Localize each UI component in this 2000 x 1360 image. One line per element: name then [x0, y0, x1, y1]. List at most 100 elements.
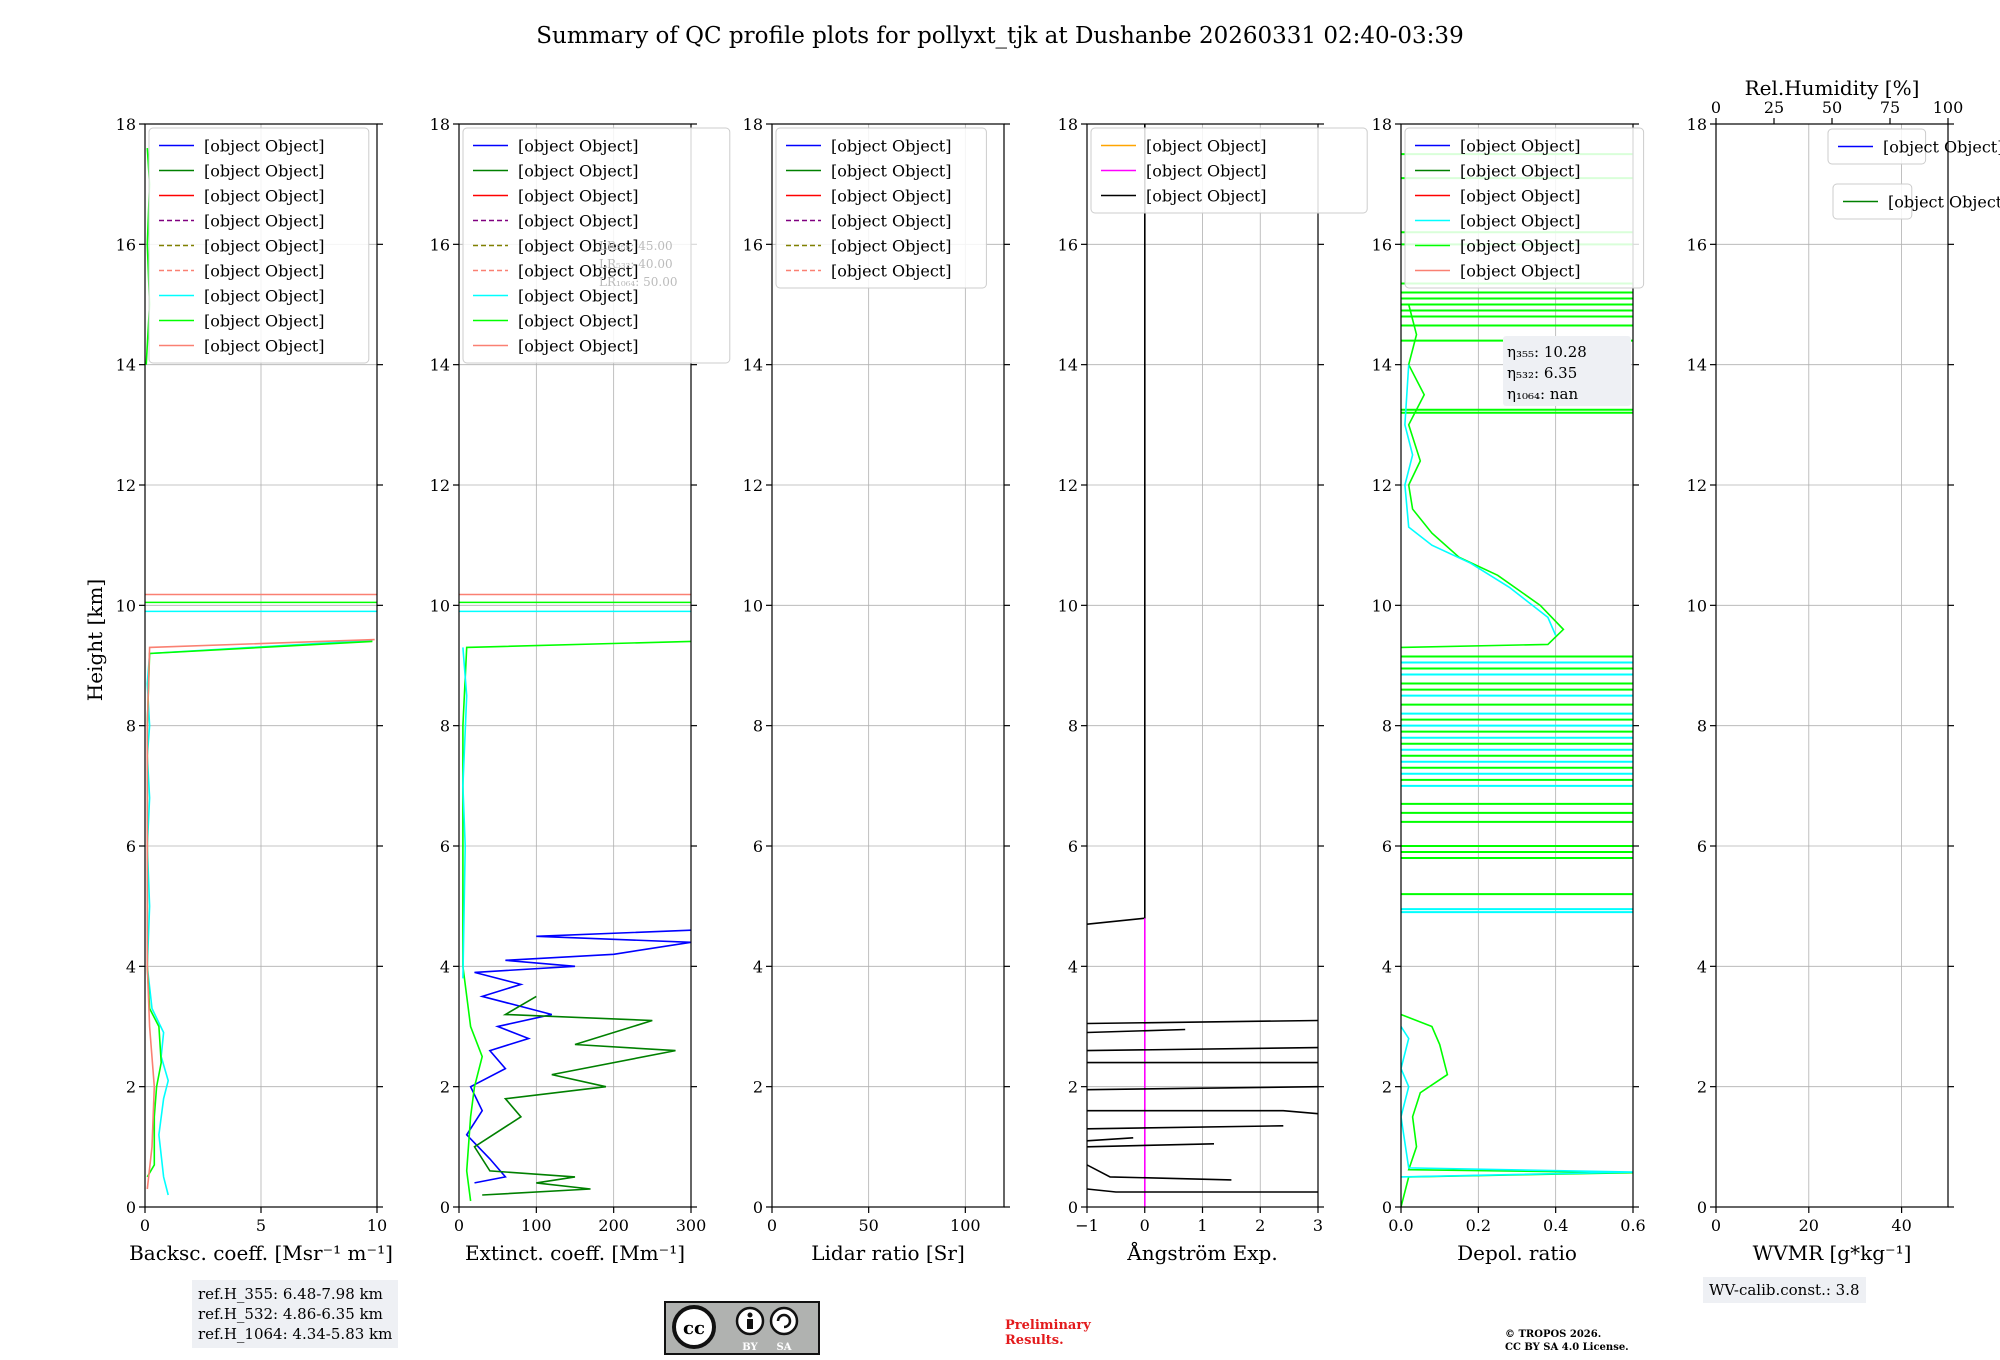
legend-entry: [object Object]: [1460, 237, 1580, 256]
legend-box: [1404, 127, 1645, 289]
legend-box: [1090, 127, 1368, 214]
x-tick-label: 200: [598, 1216, 629, 1235]
legend-entry: [object Object]: [1460, 212, 1580, 231]
series-parDepol_klett_532: [1401, 1013, 1633, 1207]
x-axis-label: Extinct. coeff. [Mm⁻¹]: [465, 1241, 685, 1265]
x-tick-label: 0.4: [1543, 1216, 1568, 1235]
wv-calibration-constant: WV-calib.const.: 3.8: [1703, 1277, 1866, 1303]
reference-heights-box: ref.H_355: 6.48-7.98 km ref.H_532: 4.86-…: [192, 1280, 399, 1348]
legend-entry: [object Object]: [204, 312, 324, 331]
series-AE_parExt_355_532_Raman: [1087, 1019, 1318, 1025]
y-tick-label: 18: [430, 115, 450, 134]
y-tick-label: 14: [1372, 356, 1392, 375]
y-tick-label: 0: [126, 1198, 136, 1217]
panel-lidar_ratio: 0 2 4 6 8 10 12 14 16 18 0 50 100 Lidar ratio [Sr] [ob…: [743, 115, 1010, 1265]
eta-label: η₁₀₆₄: nan: [1507, 385, 1578, 403]
data-layer: [1087, 124, 1318, 1207]
series-AE_parExt_355_532_Raman: [1087, 1085, 1318, 1091]
preliminary-line-1: Preliminary: [1005, 1318, 1091, 1333]
top-x-tick-label: 25: [1764, 98, 1784, 117]
cc-license-badge: cc BY SA: [664, 1301, 820, 1355]
legend-entry: [object Object]: [204, 187, 324, 206]
y-tick-label: 16: [1372, 235, 1392, 254]
legend-entry: [object Object]: [518, 287, 638, 306]
y-tick-label: 10: [1687, 596, 1707, 615]
y-tick-label: 18: [1687, 115, 1707, 134]
x-axis-label: WVMR [g*kg⁻¹]: [1753, 1241, 1912, 1265]
legend-entry: [object Object]: [831, 187, 951, 206]
y-tick-label: 18: [116, 115, 136, 134]
x-axis-label: Backsc. coeff. [Msr⁻¹ m⁻¹]: [129, 1241, 393, 1265]
axes-frame: [771, 123, 1005, 1208]
y-tick-label: 18: [1372, 115, 1392, 134]
y-tick-label: 12: [1687, 476, 1707, 495]
y-tick-label: 4: [126, 957, 136, 976]
x-tick-label: 100: [950, 1216, 981, 1235]
y-tick-label: 6: [753, 837, 763, 856]
y-tick-label: 8: [126, 717, 136, 736]
axes-frame: [458, 123, 692, 1208]
y-tick-label: 8: [440, 717, 450, 736]
y-tick-label: 12: [1372, 476, 1392, 495]
copyright-line-2: CC BY SA 4.0 License.: [1505, 1342, 1629, 1353]
y-tick-label: 16: [743, 235, 763, 254]
y-tick-label: 4: [753, 957, 763, 976]
y-tick-label: 0: [1697, 1198, 1707, 1217]
legend-entry: [object Object]: [1146, 162, 1266, 181]
panel-backscatter: 0 2 4 6 8 10 12 14 16 18 0 5 10 Backsc. coeff. [Msr⁻¹…: [116, 115, 393, 1265]
data-layer: [459, 593, 691, 1202]
legend-entry: [object Object]: [1460, 162, 1580, 181]
series-AE_parExt_355_532_Raman: [1087, 1125, 1284, 1130]
legend-entry: [object Object]: [1883, 138, 2000, 157]
y-tick-label: 16: [116, 235, 136, 254]
y-tick-label: 6: [1382, 837, 1392, 856]
x-tick-label: 40: [1891, 1216, 1911, 1235]
y-tick-label: 6: [440, 837, 450, 856]
x-tick-label: 0: [140, 1216, 150, 1235]
legend-entry: [object Object]: [204, 237, 324, 256]
y-tick-label: 0: [1068, 1198, 1078, 1217]
x-axis-label: Lidar ratio [Sr]: [811, 1241, 965, 1265]
y-tick-label: 8: [1697, 717, 1707, 736]
y-tick-label: 12: [1058, 476, 1078, 495]
x-tick-label: 0: [1140, 1216, 1150, 1235]
y-tick-label: 16: [1058, 235, 1078, 254]
legend-entry: [object Object]: [204, 262, 324, 281]
axes-frame: [144, 123, 378, 1208]
y-tick-label: 10: [1058, 596, 1078, 615]
x-tick-label: 50: [858, 1216, 878, 1235]
legend-entry: [object Object]: [831, 237, 951, 256]
legend-entry: [object Object]: [204, 287, 324, 306]
legend-entry: [object Object]: [518, 162, 638, 181]
series-parDepol_klett_355: [1404, 364, 1557, 636]
y-tick-label: 2: [753, 1078, 763, 1097]
legend-entry: [object Object]: [1888, 193, 2000, 212]
y-tick-label: 14: [1058, 356, 1078, 375]
series-aerBsc_klett_355: [146, 639, 373, 1196]
copyright-note: © TROPOS 2026. CC BY SA 4.0 License.: [1505, 1328, 1629, 1354]
y-tick-label: 4: [1068, 957, 1078, 976]
x-axis-label: Depol. ratio: [1457, 1241, 1577, 1265]
series-AE_parExt_355_532_Raman: [1087, 1028, 1186, 1034]
lr-label: LR₅₃₂: 40.00: [599, 257, 673, 271]
legend-entry: [object Object]: [518, 237, 638, 256]
x-tick-label: 0.6: [1620, 1216, 1645, 1235]
legend-box: [148, 127, 370, 364]
x-axis-label: Ångström Exp.: [1126, 1240, 1277, 1265]
top-x-tick-label: 50: [1822, 98, 1842, 117]
series-aerBsc_klett_532 x LR: [462, 640, 691, 1202]
y-tick-label: 2: [126, 1078, 136, 1097]
series-AE_parExt_355_532_Raman: [1087, 1164, 1232, 1181]
y-tick-label: 2: [1697, 1078, 1707, 1097]
legend-box: [775, 127, 987, 289]
sa-icon: [769, 1306, 799, 1336]
y-tick-label: 8: [1068, 717, 1078, 736]
data-layer: [1401, 153, 1633, 1207]
y-tick-label: 4: [1382, 957, 1392, 976]
cc-icon-text: cc: [683, 1318, 705, 1339]
y-tick-label: 4: [1697, 957, 1707, 976]
y-tick-label: 10: [743, 596, 763, 615]
sa-label: SA: [777, 1342, 792, 1353]
